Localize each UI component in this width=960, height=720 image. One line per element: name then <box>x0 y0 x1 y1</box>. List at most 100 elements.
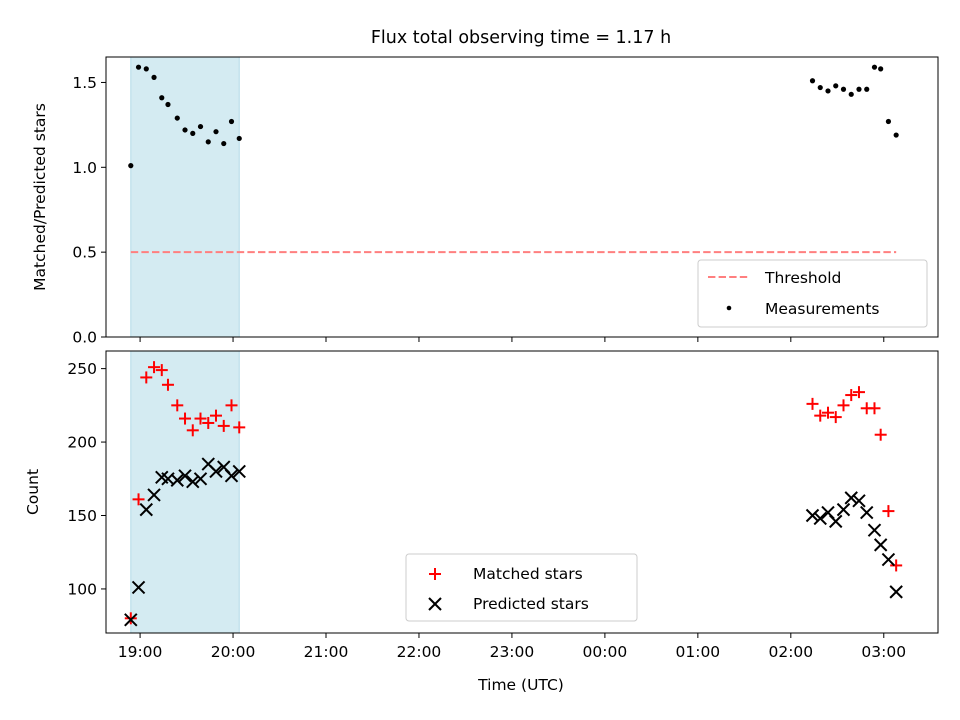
bottom-y-axis-label: Count <box>24 469 42 515</box>
bottom-shaded-span-layer <box>130 350 240 634</box>
measurement-point <box>825 88 831 94</box>
top-y-axis-label: Matched/Predicted stars <box>31 103 49 291</box>
bottom-y-tick-label: 200 <box>67 434 97 452</box>
predicted-star-point <box>224 469 239 483</box>
measurement-point <box>182 127 188 133</box>
bottom-y-tick-label: 100 <box>67 580 97 598</box>
legend-measurements-swatch <box>726 305 732 311</box>
x-tick-label: 03:00 <box>861 643 906 661</box>
count-panel: 100 150 200 250 19:00 20:00 21:00 22:00 23:00 00… <box>24 350 939 694</box>
bottom-legend-box <box>405 553 638 622</box>
bottom-y-tick-label: 150 <box>67 507 97 525</box>
x-tick-label: 23:00 <box>490 643 535 661</box>
measurement-point <box>848 91 854 97</box>
matched-star-point <box>194 412 207 425</box>
measurement-point <box>221 140 227 147</box>
measurement-point <box>135 64 142 70</box>
top-y-tick-label: 0.0 <box>72 329 97 347</box>
matched-star-point <box>171 399 184 412</box>
predicted-stars-layer <box>124 457 903 627</box>
measurements-layer <box>128 64 899 169</box>
matched-stars-layer <box>124 361 903 625</box>
measurement-point <box>893 132 899 138</box>
predicted-star-point <box>881 552 896 567</box>
matched-star-point <box>161 378 174 391</box>
measurement-point <box>159 95 165 101</box>
top-y-tick-label: 1.0 <box>72 159 97 177</box>
measurement-point <box>151 74 157 80</box>
predicted-star-point <box>860 505 874 520</box>
x-tick-label: 02:00 <box>768 643 813 661</box>
measurement-point <box>840 86 847 92</box>
predicted-star-point <box>836 502 851 517</box>
predicted-star-point <box>139 502 153 517</box>
predicted-star-point <box>186 475 200 489</box>
measurement-point <box>143 66 149 72</box>
matched-star-point <box>837 399 850 412</box>
matched-star-point <box>132 493 145 506</box>
matched-star-point <box>148 361 161 374</box>
measurement-point <box>878 66 884 72</box>
predicted-star-point <box>844 491 858 505</box>
legend-matched-swatch <box>429 568 441 580</box>
measurement-point <box>856 86 862 92</box>
bottom-y-axis-ticks: 100 150 200 250 <box>67 360 106 598</box>
x-tick-label: 22:00 <box>397 643 442 661</box>
predicted-star-point <box>813 511 827 526</box>
shaded-span <box>130 56 240 338</box>
measurement-point <box>236 135 242 142</box>
matched-star-point <box>874 428 887 441</box>
matched-star-point <box>202 416 215 429</box>
measurement-point <box>809 78 816 84</box>
predicted-star-point <box>867 523 882 537</box>
legend-matched-label: Matched stars <box>473 565 583 583</box>
top-shaded-span-layer <box>130 56 240 338</box>
predicted-star-point <box>852 494 866 508</box>
top-x-axis-ticks <box>139 337 885 342</box>
x-axis-label: Time (UTC) <box>477 676 564 694</box>
bottom-legend: Matched stars Predicted stars <box>405 553 638 622</box>
predicted-star-point <box>193 472 208 486</box>
shaded-span <box>130 350 240 634</box>
measurement-point <box>871 64 878 70</box>
bottom-y-tick-label: 250 <box>67 360 97 378</box>
measurement-point <box>165 101 171 108</box>
matched-star-point <box>882 505 895 518</box>
bottom-axes-frame <box>105 350 939 634</box>
top-legend-box <box>697 259 928 328</box>
matched-star-point <box>155 364 168 377</box>
matched-star-point <box>852 386 865 399</box>
legend-measurements-label: Measurements <box>765 300 880 318</box>
matched-star-point <box>829 411 842 424</box>
top-axes-frame <box>105 56 939 338</box>
matched-star-point <box>210 409 223 422</box>
x-tick-label: 21:00 <box>304 643 349 661</box>
matched-star-point <box>845 389 858 402</box>
matched-star-point <box>890 559 903 572</box>
x-tick-label: 00:00 <box>583 643 628 661</box>
measurement-point <box>864 86 870 92</box>
ratio-panel: 0.0 0.5 1.0 1.5 Matched/Predicted stars Thr… <box>31 56 939 347</box>
legend-threshold-label: Threshold <box>764 269 841 287</box>
matched-star-point <box>806 397 819 410</box>
top-legend: Threshold Measurements <box>697 259 928 328</box>
measurement-point <box>885 118 892 125</box>
top-y-tick-label: 0.5 <box>72 244 97 262</box>
predicted-star-point <box>805 508 820 523</box>
measurement-point <box>174 115 180 121</box>
legend-predicted-swatch <box>428 597 442 611</box>
predicted-star-point <box>209 464 223 479</box>
measurement-point <box>190 130 196 136</box>
matched-star-point <box>868 402 881 415</box>
measurement-point <box>128 163 134 169</box>
top-y-axis-ticks: 0.0 0.5 1.0 1.5 <box>72 74 106 347</box>
predicted-star-point <box>170 473 184 487</box>
matched-star-point <box>140 371 153 384</box>
predicted-star-point <box>124 613 138 627</box>
matched-star-point <box>217 419 230 432</box>
predicted-star-point <box>232 464 246 479</box>
predicted-star-point <box>829 514 843 529</box>
matched-star-point <box>821 406 834 419</box>
matched-star-point <box>225 399 238 412</box>
